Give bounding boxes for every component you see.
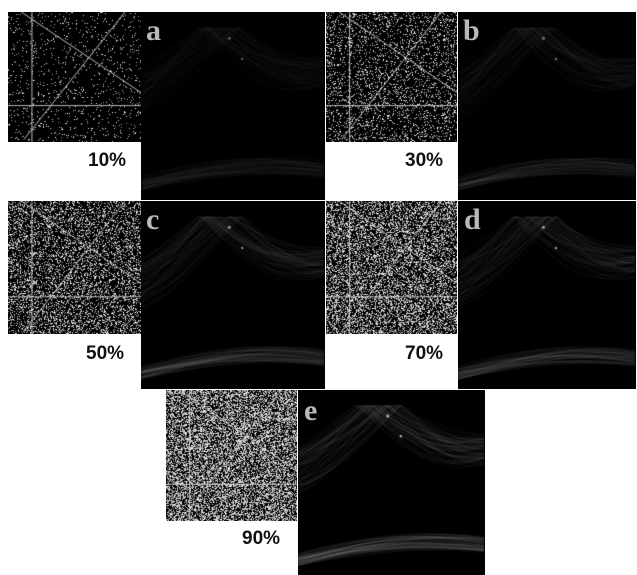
noise-level-label-d: 70%	[405, 343, 444, 364]
noisy-line-image-e	[166, 390, 297, 521]
noisy-line-image-d	[326, 201, 457, 334]
noise-level-label-a: 10%	[88, 150, 127, 171]
hough-transform-image-a	[141, 12, 325, 200]
hough-transform-image-c	[141, 201, 325, 389]
panel-letter-e: e	[304, 394, 318, 427]
panel-letter-b: b	[463, 14, 480, 47]
hough-transform-image-e	[298, 390, 485, 575]
panel-letter-a: a	[146, 14, 161, 47]
noise-level-label-c: 50%	[86, 343, 125, 364]
panel-letter-c: c	[146, 203, 160, 236]
noise-level-label-b: 30%	[405, 150, 444, 171]
panel-letter-d: d	[464, 203, 481, 236]
noise-level-label-e: 90%	[242, 528, 281, 549]
noisy-line-image-a	[8, 12, 141, 142]
noisy-line-image-b	[326, 12, 457, 142]
noisy-line-image-c	[8, 201, 141, 334]
hough-transform-image-d	[458, 201, 636, 389]
hough-transform-image-b	[458, 12, 636, 200]
